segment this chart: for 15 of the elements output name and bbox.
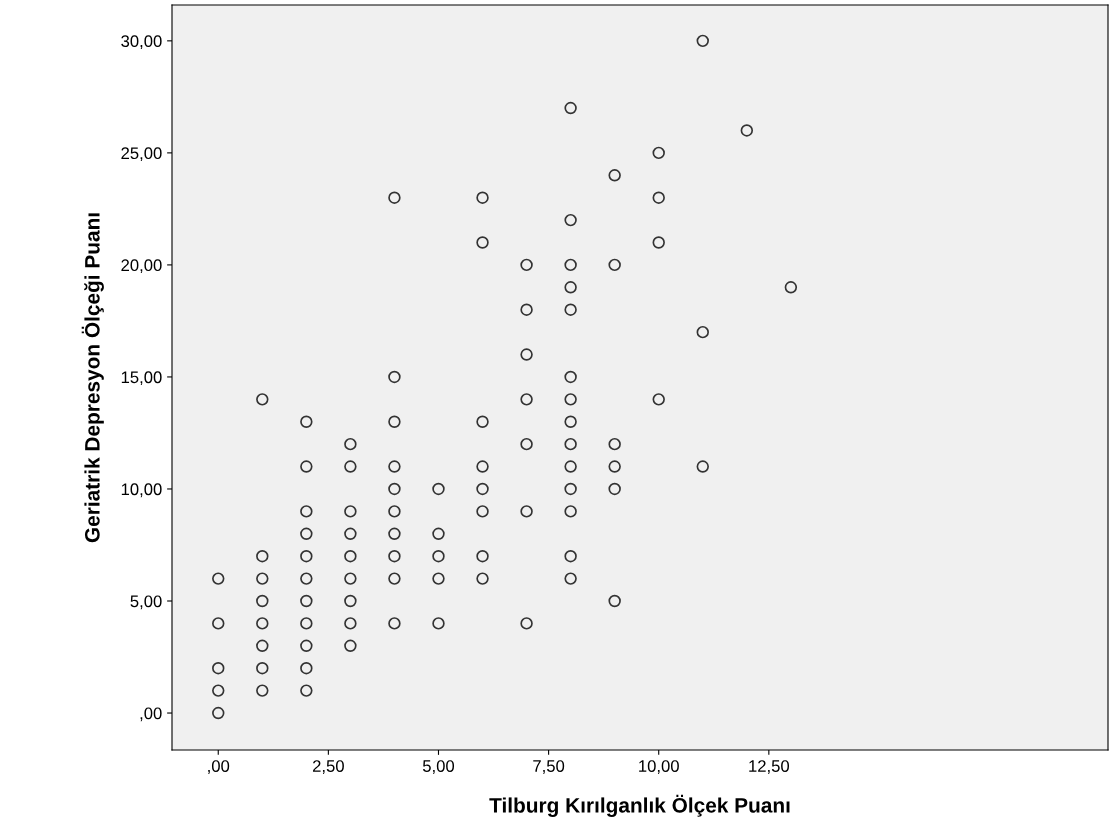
y-tick-label: ,00 <box>140 707 162 722</box>
x-tick-label: 7,50 <box>533 760 565 774</box>
x-tick-label: ,00 <box>208 760 230 774</box>
x-axis-title: Tilburg Kırılganlık Ölçek Puanı <box>489 794 790 817</box>
y-tick-label: 25,00 <box>121 147 162 162</box>
y-axis-title: Geriatrik Depresyon Ölçeği Puanı <box>81 213 104 543</box>
y-tick-label: 20,00 <box>121 259 162 274</box>
y-tick-label: 30,00 <box>121 35 162 50</box>
y-tick-label: 15,00 <box>121 371 162 386</box>
y-tick-label: 5,00 <box>130 595 162 610</box>
x-tick-label: 12,50 <box>749 760 790 774</box>
x-tick-label: 5,00 <box>422 760 455 774</box>
x-tick-label: 2,50 <box>312 760 344 774</box>
x-tick-label: 10,00 <box>639 760 679 774</box>
y-tick-label: 10,00 <box>121 483 162 498</box>
